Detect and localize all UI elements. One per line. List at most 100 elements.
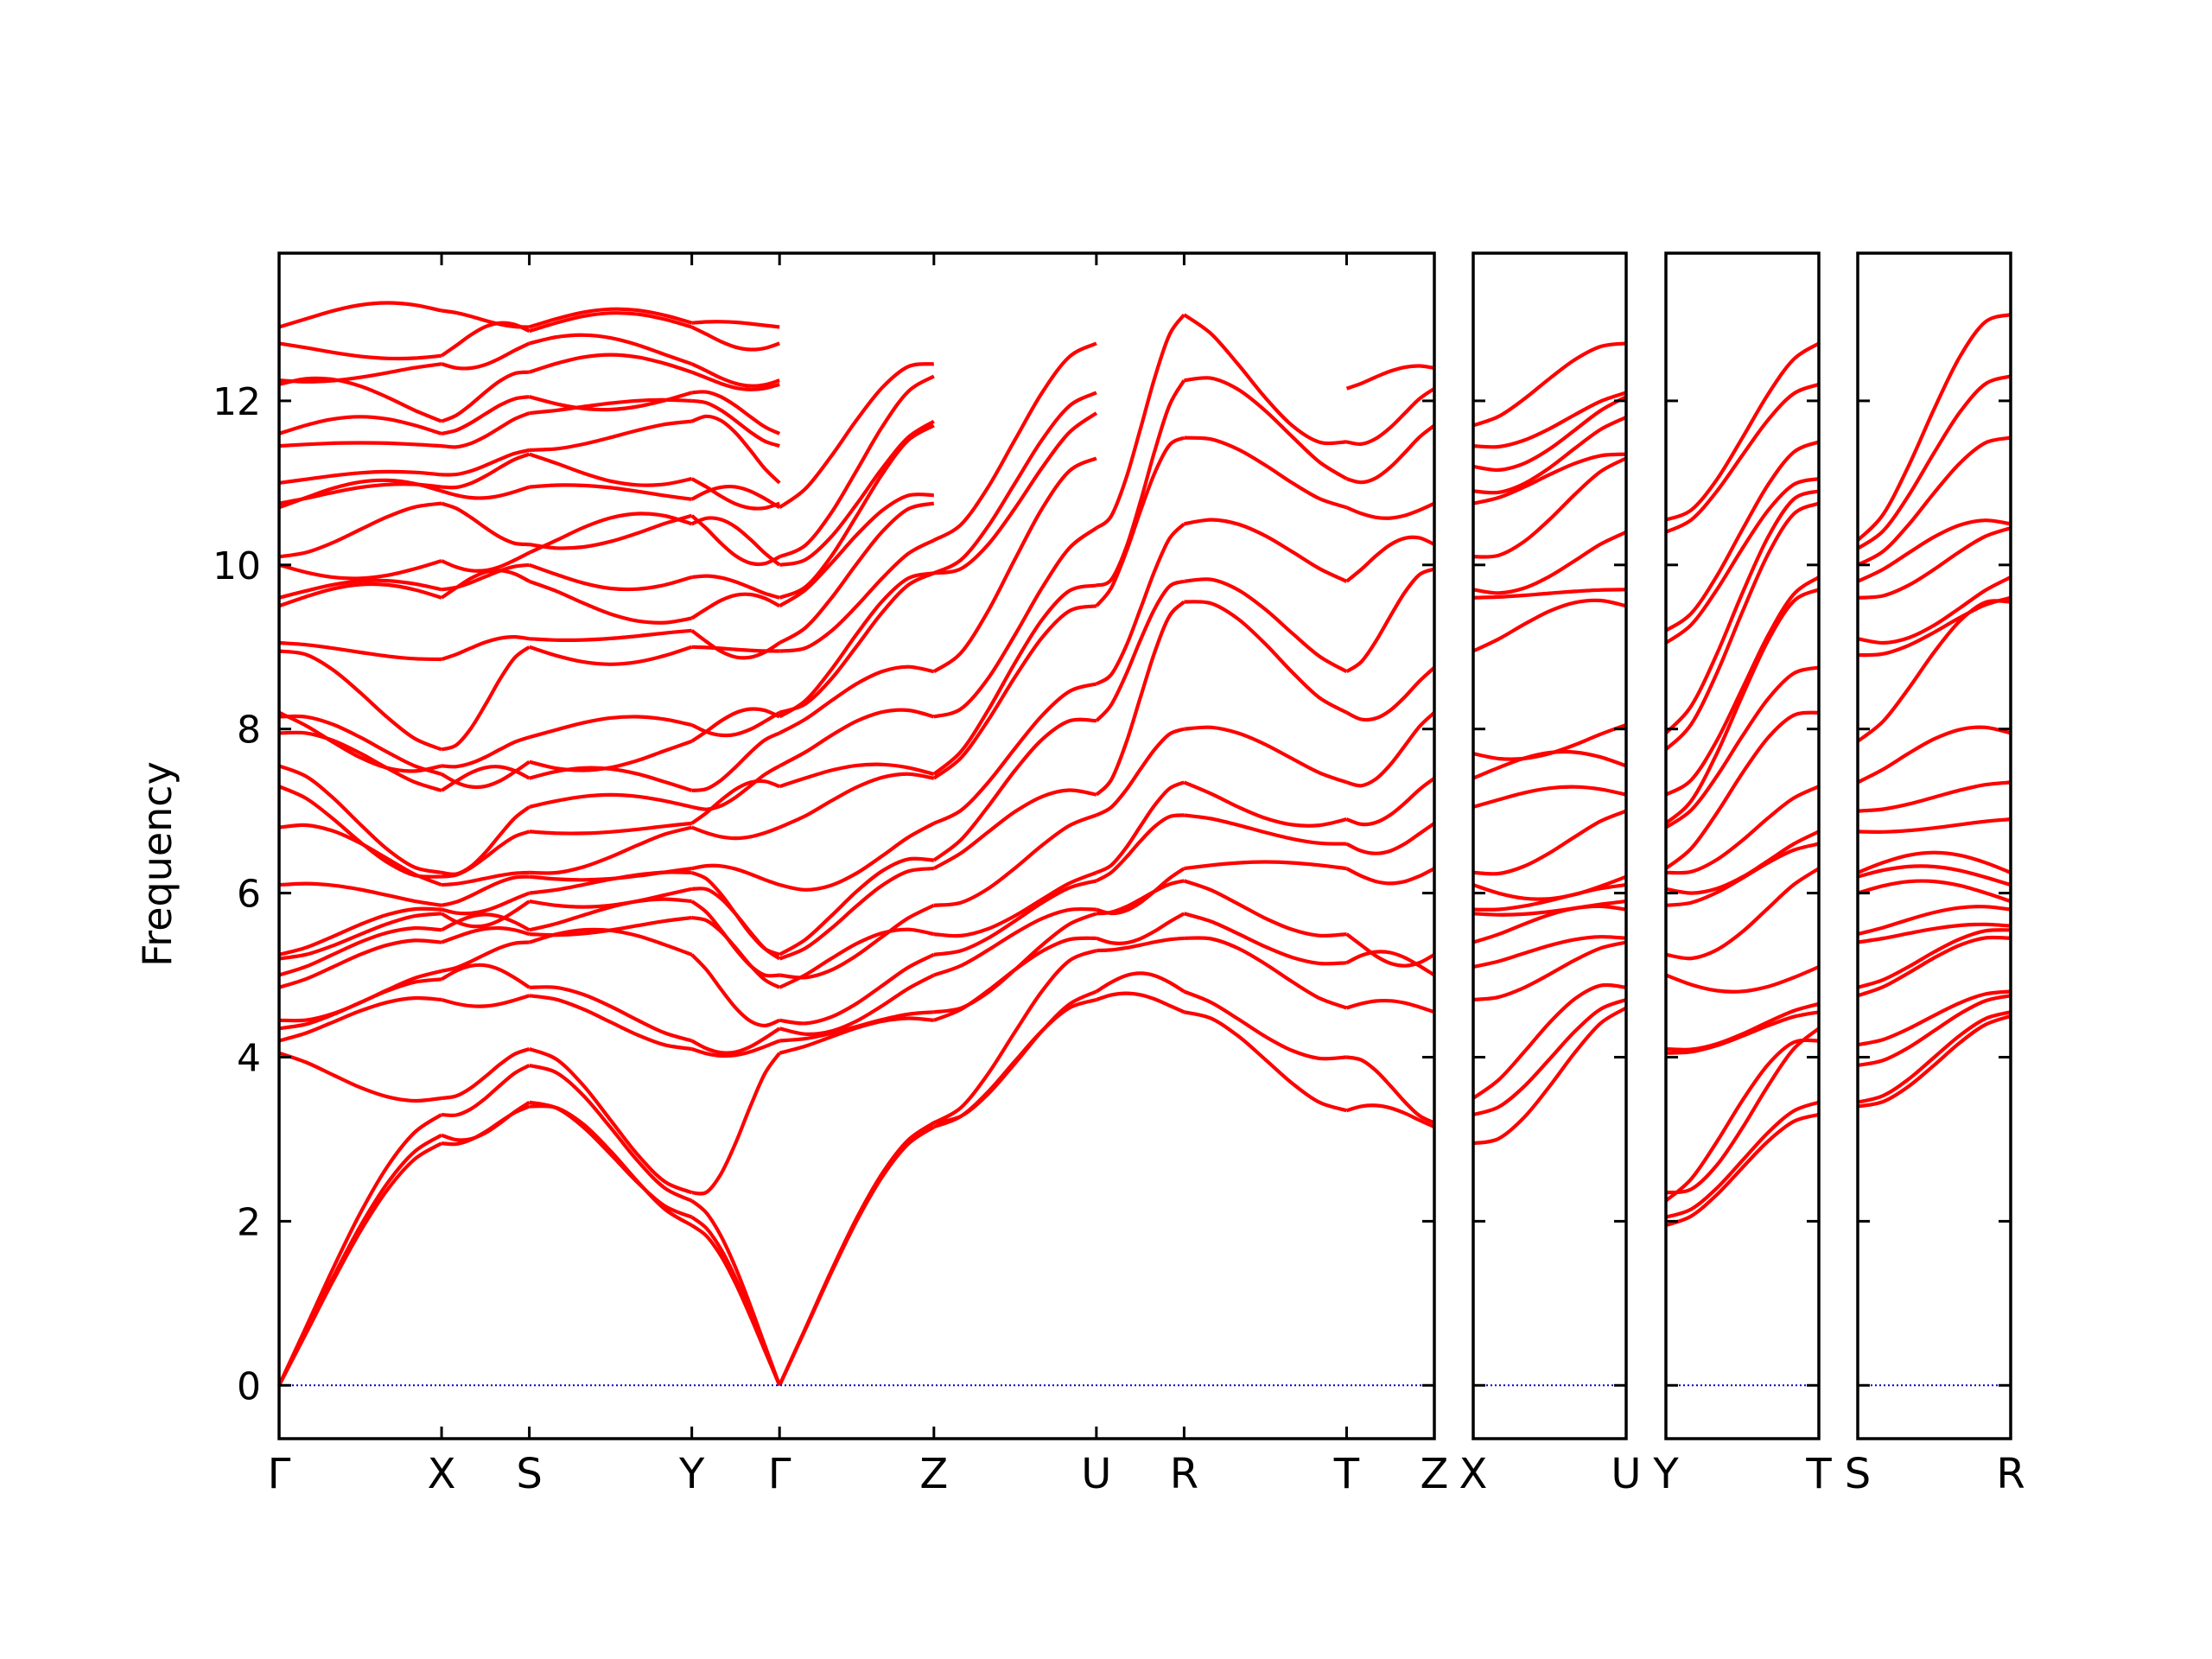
branch-T-Z-band-6 bbox=[1345, 867, 1435, 886]
branch-X-U-band-9 bbox=[1472, 874, 1627, 901]
branch-Y-T-band-15 bbox=[1664, 575, 1821, 797]
branch-X-S-band-33 bbox=[441, 308, 530, 329]
branch-Y-Γ-band-4 bbox=[691, 1052, 781, 1196]
branch-R-T-band-12 bbox=[1184, 518, 1348, 583]
branch-S-R-band-15 bbox=[1856, 599, 2012, 743]
branch-Γ-X-band-29 bbox=[278, 415, 442, 435]
branch-Z-U-band-11 bbox=[932, 717, 1097, 862]
branch-Γ-Z-band-12 bbox=[779, 822, 935, 892]
branch-X-U-band-22 bbox=[1472, 341, 1627, 428]
branch-X-S-band-15 bbox=[441, 805, 531, 876]
branch-S-R-band-9 bbox=[1857, 879, 2012, 904]
branch-Z-U-band-7 bbox=[933, 879, 1097, 957]
branch-Z-U-band-15 bbox=[933, 526, 1098, 719]
branch-X-U-band-5 bbox=[1472, 935, 1627, 969]
branch-U-R-band-8 bbox=[1095, 780, 1185, 874]
k-point-label: Y bbox=[1652, 1450, 1679, 1498]
branch-Γ-Z-band-5 bbox=[779, 1010, 934, 1043]
branch-R-T-band-10 bbox=[1184, 600, 1348, 715]
branch-R-T-band-7 bbox=[1184, 813, 1347, 846]
branch-Γ-Z-band-19 bbox=[779, 538, 935, 653]
branch-X-S-band-4 bbox=[441, 1047, 531, 1101]
branch-U-R-band-15 bbox=[1095, 313, 1186, 530]
branch-X-U-band-21 bbox=[1472, 391, 1627, 449]
branch-Γ-X-band-5 bbox=[278, 995, 442, 1043]
branch-R-T-band-13 bbox=[1184, 435, 1348, 510]
branch-Y-Γ-band-20 bbox=[690, 629, 781, 660]
branch-Y-T-band-19 bbox=[1664, 440, 1820, 632]
branch-R-T-band-15 bbox=[1183, 313, 1347, 446]
branch-T-Z-band-11 bbox=[1345, 567, 1435, 674]
branch-Z-U-band-19 bbox=[932, 341, 1097, 543]
branch-Γ-Z-band-11 bbox=[779, 856, 934, 957]
branch-T-Z-band-3 bbox=[1345, 998, 1435, 1014]
branch-S-R-band-12 bbox=[1857, 817, 2012, 834]
branch-X-U-band-17 bbox=[1472, 456, 1627, 559]
branch-Γ-X-band-12 bbox=[278, 881, 442, 907]
branch-Y-T-band-7 bbox=[1665, 965, 1820, 994]
branch-X-S-band-11 bbox=[441, 891, 531, 916]
branch-Γ-Z-band-18 bbox=[779, 571, 935, 715]
branch-Γ-Z-band-15 bbox=[779, 708, 935, 768]
branch-S-Y-band-2 bbox=[529, 1100, 693, 1219]
branch-Y-Γ-band-17 bbox=[690, 707, 781, 743]
panel-frame-3 bbox=[1664, 251, 1821, 1440]
branch-Y-T-band-21 bbox=[1665, 341, 1821, 522]
k-point-label: T bbox=[1333, 1450, 1360, 1498]
k-point-label: T bbox=[1805, 1450, 1832, 1498]
branch-U-R-band-3 bbox=[1096, 936, 1185, 953]
branch-Y-T-band-2 bbox=[1665, 1100, 1820, 1219]
k-point-label: R bbox=[1996, 1450, 2024, 1498]
branch-X-S-band-27 bbox=[441, 448, 531, 477]
branch-T-Z-band-16 bbox=[1345, 364, 1435, 391]
branch-S-Y-band-24 bbox=[529, 513, 693, 550]
branch-S-Y-band-8 bbox=[529, 916, 692, 938]
branch-R-T-band-9 bbox=[1184, 725, 1348, 785]
branch-Y-Γ-band-31 bbox=[690, 362, 780, 388]
branch-Y-Γ-band-3 bbox=[690, 1199, 782, 1387]
branch-Γ-Z-band-20 bbox=[779, 501, 935, 645]
branch-X-S-band-2 bbox=[441, 1100, 531, 1142]
branch-S-R-band-19 bbox=[1857, 518, 2012, 583]
branch-X-S-band-26 bbox=[441, 452, 531, 490]
branch-R-T-band-2 bbox=[1183, 989, 1347, 1061]
branch-S-Y-band-22 bbox=[528, 563, 693, 592]
bands-layer bbox=[277, 301, 2012, 1387]
branch-S-R-band-16 bbox=[1857, 595, 2012, 658]
branch-X-U-band-20 bbox=[1472, 395, 1627, 473]
branch-Γ-X-band-3 bbox=[277, 1113, 443, 1387]
branch-Γ-X-band-32 bbox=[278, 341, 442, 361]
branch-S-R-band-7 bbox=[1857, 922, 2012, 944]
branch-Γ-Z-band-1 bbox=[778, 1125, 935, 1387]
k-point-label: X bbox=[1459, 1450, 1488, 1498]
branch-T-Z-band-9 bbox=[1345, 711, 1436, 788]
branch-Z-U-band-10 bbox=[932, 788, 1097, 870]
branch-X-S-band-18 bbox=[441, 735, 531, 769]
branch-Y-Γ-band-2 bbox=[690, 1215, 782, 1387]
branch-Γ-X-band-30 bbox=[278, 376, 442, 423]
branch-Y-T-band-4 bbox=[1665, 1027, 1821, 1195]
ticks-layer bbox=[279, 253, 2011, 1439]
branch-Z-U-band-12 bbox=[932, 682, 1097, 825]
branch-U-R-band-13 bbox=[1095, 435, 1185, 607]
branch-Z-U-band-13 bbox=[932, 604, 1097, 780]
branch-Y-Γ-band-24 bbox=[690, 514, 781, 567]
k-point-label: Z bbox=[1421, 1450, 1449, 1498]
branch-X-U-band-18 bbox=[1472, 452, 1627, 505]
branch-R-T-band-6 bbox=[1184, 860, 1347, 871]
branch-Y-T-band-1 bbox=[1665, 1112, 1820, 1228]
branch-Z-U-band-14 bbox=[932, 583, 1097, 776]
branch-Y-Γ-band-18 bbox=[690, 710, 781, 738]
branch-S-Y-band-25 bbox=[529, 483, 692, 501]
branch-S-Y-band-4 bbox=[528, 1047, 693, 1195]
branch-U-R-band-12 bbox=[1095, 522, 1185, 686]
branch-T-Z-band-7 bbox=[1345, 822, 1436, 855]
panel-frame-1 bbox=[277, 251, 1436, 1440]
branch-U-R-band-11 bbox=[1095, 579, 1185, 722]
y-tick-label: 12 bbox=[213, 380, 261, 424]
branch-S-R-band-17 bbox=[1857, 575, 2012, 645]
branch-Y-T-band-14 bbox=[1664, 588, 1820, 825]
branch-Γ-X-band-33 bbox=[278, 301, 442, 329]
branch-Γ-Z-band-17 bbox=[779, 571, 935, 719]
branch-Y-Γ-band-26 bbox=[690, 477, 780, 511]
